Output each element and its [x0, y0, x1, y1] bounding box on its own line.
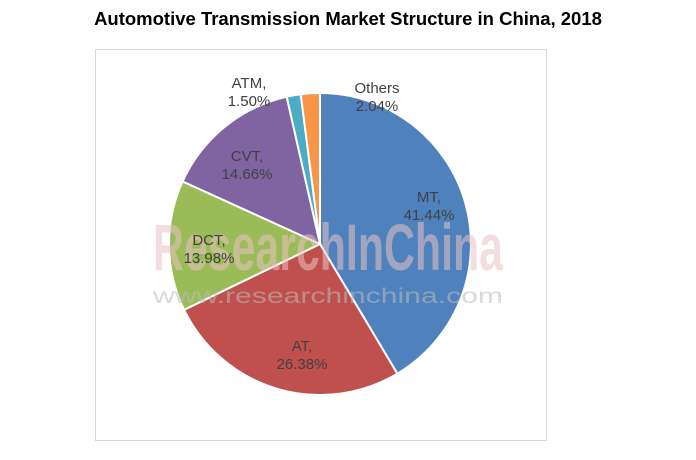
slice-label-atm-name: ATM, [232, 75, 267, 92]
pie-labels: MT,41.44% AT,26.38% DCT,13.98% CVT,14.66% AT… [184, 75, 455, 373]
pie-slices [168, 91, 472, 396]
watermark-brand: ResearchInChina [153, 210, 504, 284]
slice-dct [168, 180, 323, 312]
watermark-url: www.researchinchina.com [152, 285, 503, 308]
slice-label-others-value: 2.04% [356, 98, 399, 115]
slice-label-dct-value: 13.98% [184, 250, 235, 267]
slice-label-cvt-value: 14.66% [222, 166, 273, 183]
slice-cvt [181, 95, 322, 246]
slice-label-dct-name: DCT, [192, 232, 225, 249]
slice-label-mt-name: MT, [417, 189, 441, 206]
slice-label-cvt-name: CVT, [231, 148, 264, 165]
slice-label-mt-value: 41.44% [404, 207, 455, 224]
chart-title: Automotive Transmission Market Structure… [94, 8, 602, 29]
slice-label-at-name: AT, [292, 338, 313, 355]
slice-mt [319, 91, 472, 376]
watermark: ResearchInChina www.researchinchina.com [152, 210, 504, 308]
chart-frame [95, 49, 547, 441]
slice-label-at-value: 26.38% [277, 356, 328, 373]
slice-label-others-name: Others [354, 80, 399, 97]
slice-at [182, 242, 399, 396]
slice-label-atm-value: 1.50% [228, 93, 271, 110]
slice-others [299, 91, 321, 245]
